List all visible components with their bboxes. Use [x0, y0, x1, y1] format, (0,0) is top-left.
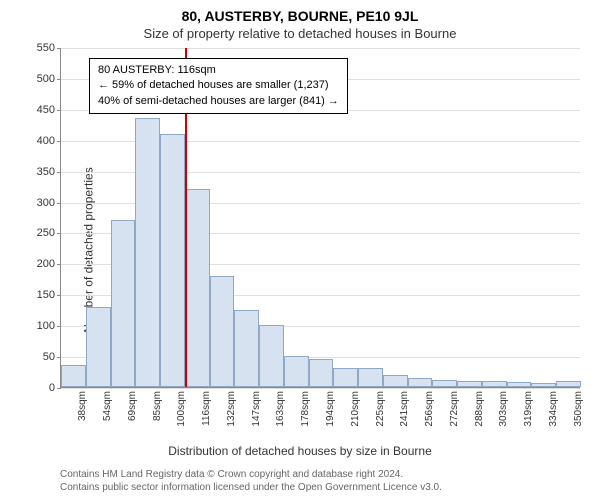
- histogram-bar: [432, 380, 457, 387]
- xtick-label: 319sqm: [523, 391, 534, 427]
- ytick-label: 100: [37, 320, 55, 332]
- annotation-larger: 40% of semi-detached houses are larger (…: [98, 94, 339, 109]
- ytick-label: 200: [37, 258, 55, 270]
- xtick-label: 178sqm: [300, 391, 311, 427]
- footer-line-1: Contains HM Land Registry data © Crown c…: [60, 468, 442, 481]
- histogram-bar: [259, 325, 284, 387]
- ytick-label: 400: [37, 135, 55, 147]
- histogram-bar: [111, 220, 136, 387]
- xtick-label: 225sqm: [375, 391, 386, 427]
- ytick-label: 500: [37, 73, 55, 85]
- histogram-bar: [531, 383, 556, 387]
- histogram-bar: [86, 307, 111, 387]
- histogram-bar: [160, 134, 185, 387]
- chart-container: 80, AUSTERBY, BOURNE, PE10 9JL Size of p…: [0, 0, 600, 500]
- chart-subtitle: Size of property relative to detached ho…: [0, 26, 600, 41]
- histogram-bar: [135, 118, 160, 387]
- xtick-label: 350sqm: [573, 391, 584, 427]
- xtick-label: 100sqm: [176, 391, 187, 427]
- histogram-bar: [234, 310, 259, 387]
- ytick-label: 250: [37, 227, 55, 239]
- x-axis-label: Distribution of detached houses by size …: [0, 444, 600, 458]
- xtick-label: 38sqm: [77, 391, 88, 421]
- gridline: [61, 48, 580, 49]
- ytick-mark: [57, 79, 61, 80]
- plot-area: 05010015020025030035040045050055038sqm54…: [60, 48, 580, 388]
- ytick-mark: [57, 141, 61, 142]
- annotation-smaller: ← 59% of detached houses are smaller (1,…: [98, 78, 339, 93]
- histogram-bar: [333, 368, 358, 387]
- xtick-label: 85sqm: [152, 391, 163, 421]
- histogram-bar: [507, 382, 532, 387]
- ytick-mark: [57, 326, 61, 327]
- xtick-label: 69sqm: [127, 391, 138, 421]
- ytick-mark: [57, 172, 61, 173]
- ytick-label: 0: [49, 382, 55, 394]
- ytick-mark: [57, 48, 61, 49]
- ytick-label: 450: [37, 104, 55, 116]
- xtick-label: 54sqm: [102, 391, 113, 421]
- xtick-label: 241sqm: [399, 391, 410, 427]
- histogram-bar: [185, 189, 210, 387]
- histogram-bar: [457, 381, 482, 387]
- xtick-label: 256sqm: [424, 391, 435, 427]
- histogram-bar: [61, 365, 86, 387]
- xtick-label: 116sqm: [201, 391, 212, 426]
- histogram-bar: [556, 381, 581, 387]
- xtick-label: 132sqm: [226, 391, 237, 427]
- ytick-mark: [57, 203, 61, 204]
- ytick-label: 50: [43, 351, 55, 363]
- footer-line-2: Contains public sector information licen…: [60, 481, 442, 494]
- xtick-label: 272sqm: [449, 391, 460, 427]
- histogram-bar: [383, 375, 408, 387]
- histogram-bar: [284, 356, 309, 387]
- gridline: [61, 388, 580, 389]
- ytick-mark: [57, 388, 61, 389]
- xtick-label: 194sqm: [325, 391, 336, 427]
- annotation-box: 80 AUSTERBY: 116sqm← 59% of detached hou…: [89, 58, 348, 114]
- xtick-label: 303sqm: [498, 391, 509, 427]
- ytick-label: 350: [37, 166, 55, 178]
- xtick-label: 147sqm: [251, 391, 262, 427]
- xtick-label: 163sqm: [275, 391, 286, 427]
- ytick-mark: [57, 357, 61, 358]
- ytick-mark: [57, 110, 61, 111]
- footer-attribution: Contains HM Land Registry data © Crown c…: [60, 468, 442, 494]
- ytick-mark: [57, 295, 61, 296]
- page-title: 80, AUSTERBY, BOURNE, PE10 9JL: [0, 8, 600, 24]
- ytick-mark: [57, 264, 61, 265]
- xtick-label: 288sqm: [474, 391, 485, 427]
- histogram-bar: [358, 368, 383, 387]
- histogram-bar: [482, 381, 507, 387]
- ytick-label: 550: [37, 42, 55, 54]
- annotation-property: 80 AUSTERBY: 116sqm: [98, 63, 339, 78]
- xtick-label: 210sqm: [350, 391, 361, 427]
- ytick-label: 300: [37, 197, 55, 209]
- histogram-bar: [309, 359, 334, 387]
- ytick-label: 150: [37, 289, 55, 301]
- ytick-mark: [57, 233, 61, 234]
- histogram-bar: [408, 378, 433, 387]
- histogram-bar: [210, 276, 235, 387]
- xtick-label: 334sqm: [548, 391, 559, 427]
